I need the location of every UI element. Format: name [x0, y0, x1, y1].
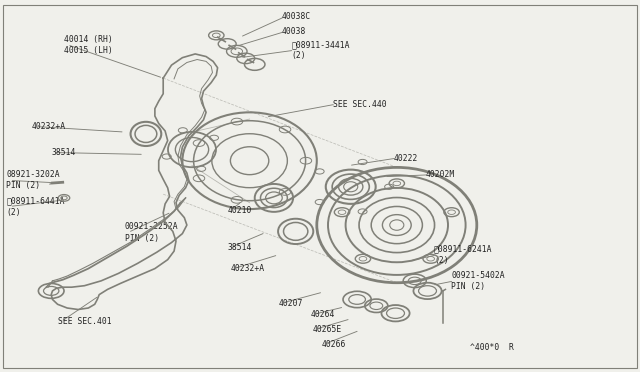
- Text: 40264: 40264: [310, 310, 335, 319]
- Text: 40232+A: 40232+A: [230, 264, 264, 273]
- Text: 40038: 40038: [282, 27, 306, 36]
- Text: 08921-3202A
PIN (2): 08921-3202A PIN (2): [6, 170, 60, 190]
- Text: 40222: 40222: [394, 154, 418, 163]
- Text: 40210: 40210: [227, 206, 252, 215]
- Text: 00921-2252A
PIN (2): 00921-2252A PIN (2): [125, 222, 179, 243]
- Text: ^400*0  R: ^400*0 R: [470, 343, 515, 352]
- Text: Ⓝ08911-6441A
(2): Ⓝ08911-6441A (2): [6, 196, 65, 217]
- Text: SEE SEC.440: SEE SEC.440: [333, 100, 387, 109]
- Text: 00921-5402A
PIN (2): 00921-5402A PIN (2): [451, 271, 505, 291]
- Text: 38514: 38514: [227, 243, 252, 252]
- Text: Ⓝ08911-3441A
(2): Ⓝ08911-3441A (2): [291, 40, 349, 60]
- Text: 40265E: 40265E: [312, 325, 342, 334]
- Text: 40232+A: 40232+A: [32, 122, 66, 131]
- Text: SEE SEC.401: SEE SEC.401: [58, 317, 111, 326]
- Text: 38514: 38514: [51, 148, 76, 157]
- Text: 40202M: 40202M: [426, 170, 455, 179]
- Text: 40207: 40207: [278, 299, 303, 308]
- Text: 40038C: 40038C: [282, 12, 311, 21]
- Text: 40014 (RH)
40015 (LH): 40014 (RH) 40015 (LH): [64, 35, 113, 55]
- Text: 40266: 40266: [321, 340, 346, 349]
- Text: Ⓝ08911-6241A
(2): Ⓝ08911-6241A (2): [434, 245, 492, 265]
